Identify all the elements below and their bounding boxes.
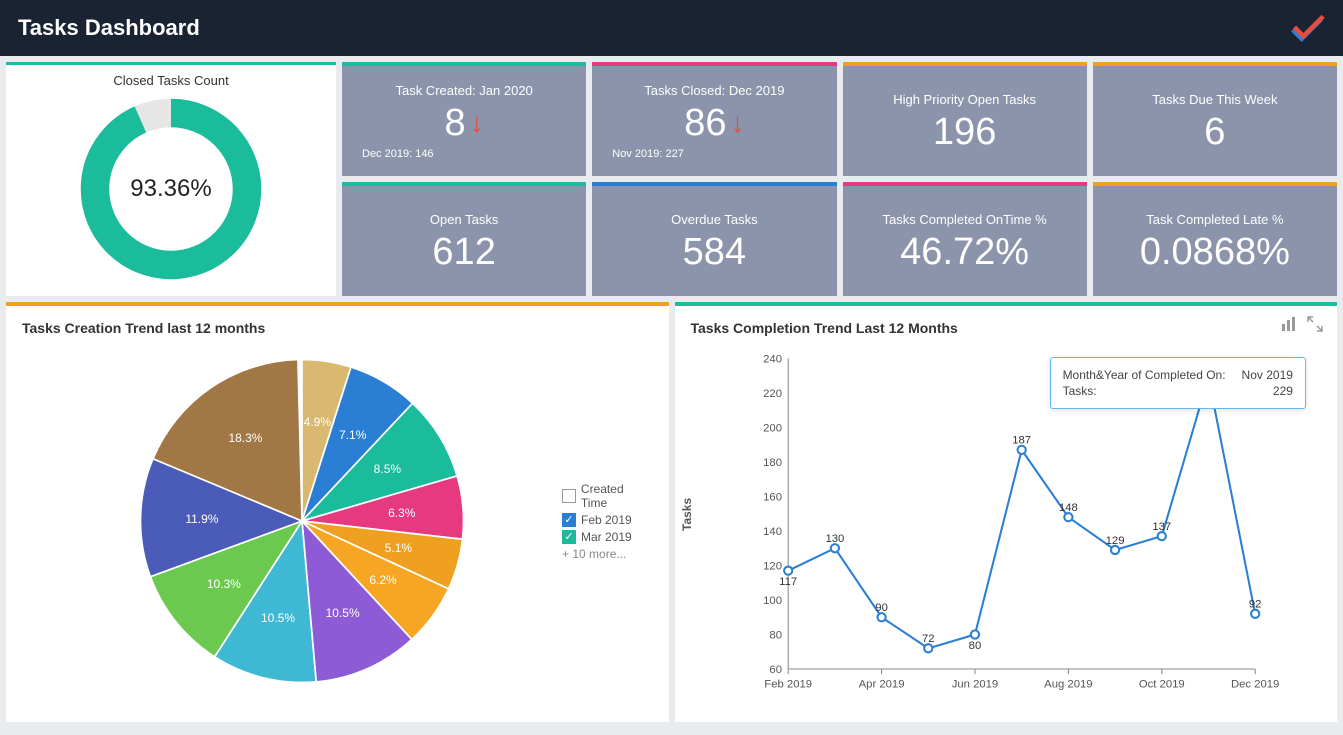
pie-slice-label: 11.9%	[185, 512, 218, 526]
svg-text:80: 80	[769, 630, 782, 642]
kpi-label: Open Tasks	[430, 212, 498, 227]
svg-text:117: 117	[779, 576, 797, 588]
kpi-value: 584	[683, 233, 746, 271]
svg-text:137: 137	[1152, 521, 1171, 533]
kpi-label: Tasks Due This Week	[1152, 92, 1277, 107]
kpi-card-1[interactable]: Tasks Closed: Dec 2019 86↓Nov 2019: 227	[592, 62, 836, 176]
svg-text:200: 200	[763, 423, 782, 435]
legend-label: Feb 2019	[581, 513, 632, 527]
line-title: Tasks Completion Trend Last 12 Months	[691, 320, 1322, 336]
line-card: Tasks Completion Trend Last 12 Months Ta…	[675, 302, 1338, 722]
kpi-label: Overdue Tasks	[671, 212, 757, 227]
kpi-value: 8↓	[445, 104, 484, 142]
legend-header: Created Time	[581, 482, 653, 510]
header: Tasks Dashboard	[0, 0, 1343, 56]
svg-text:130: 130	[825, 533, 844, 545]
donut-value: 93.36%	[76, 94, 266, 284]
legend-more[interactable]: + 10 more...	[562, 547, 653, 561]
pie-slice-label: 6.3%	[388, 506, 415, 520]
svg-text:92: 92	[1248, 599, 1261, 611]
svg-text:120: 120	[763, 561, 782, 573]
svg-text:Jun 2019: Jun 2019	[951, 679, 997, 691]
svg-text:129: 129	[1105, 535, 1124, 547]
kpi-value: 6	[1204, 113, 1225, 151]
y-axis-label: Tasks	[680, 498, 694, 531]
svg-text:100: 100	[763, 595, 782, 607]
kpi-label: Tasks Completed OnTime %	[883, 212, 1047, 227]
kpi-card-2[interactable]: High Priority Open Tasks 196	[843, 62, 1087, 176]
svg-text:Apr 2019: Apr 2019	[858, 679, 904, 691]
svg-text:60: 60	[769, 664, 782, 676]
kpi-card-0[interactable]: Task Created: Jan 2020 8↓ Dec 2019: 146	[342, 62, 586, 176]
svg-text:187: 187	[1012, 435, 1031, 447]
kpi-label: Task Completed Late %	[1146, 212, 1283, 227]
svg-text:Aug 2019: Aug 2019	[1044, 679, 1092, 691]
svg-text:72: 72	[921, 633, 934, 645]
page-title: Tasks Dashboard	[18, 15, 200, 41]
donut-title: Closed Tasks Count	[113, 73, 228, 88]
pie-slice-label: 6.2%	[369, 573, 396, 587]
svg-text:Feb 2019: Feb 2019	[764, 679, 812, 691]
pie-slice-label: 8.5%	[374, 462, 401, 476]
pie-slice-label: 10.5%	[261, 611, 295, 625]
svg-text:90: 90	[875, 602, 888, 614]
kpi-value: 196	[933, 113, 996, 151]
logo-icon	[1289, 10, 1325, 46]
kpi-value: 86↓	[684, 104, 744, 142]
kpi-sub: Dec 2019: 146	[350, 148, 434, 160]
kpi-card-7[interactable]: Task Completed Late % 0.0868%	[1093, 182, 1337, 296]
svg-text:140: 140	[763, 526, 782, 538]
legend-checkbox[interactable]: ✓	[562, 513, 576, 527]
pie-slice-label: 7.1%	[339, 428, 366, 442]
legend-label: Mar 2019	[581, 530, 632, 544]
kpi-value: 612	[432, 233, 495, 271]
pie-slice-label: 5.1%	[385, 541, 412, 555]
pie-card: Tasks Creation Trend last 12 months 4.9%…	[6, 302, 669, 722]
svg-text:220: 220	[763, 388, 782, 400]
svg-text:Oct 2019: Oct 2019	[1138, 679, 1184, 691]
pie-title: Tasks Creation Trend last 12 months	[22, 320, 653, 336]
pie-chart	[132, 351, 472, 691]
pie-slice-label: 18.3%	[228, 431, 262, 445]
expand-icon[interactable]	[1307, 316, 1323, 332]
kpi-card-3[interactable]: Tasks Due This Week 6	[1093, 62, 1337, 176]
svg-text:180: 180	[763, 457, 782, 469]
kpi-card-5[interactable]: Overdue Tasks 584	[592, 182, 836, 296]
svg-text:80: 80	[968, 640, 981, 652]
kpi-sub: Nov 2019: 227	[600, 148, 684, 160]
svg-text:148: 148	[1058, 502, 1077, 514]
kpi-card-4[interactable]: Open Tasks 612	[342, 182, 586, 296]
legend-checkbox[interactable]: ✓	[562, 530, 576, 544]
trend-arrow-icon: ↓	[470, 109, 484, 137]
pie-slice-label: 10.3%	[207, 577, 241, 591]
trend-arrow-icon: ↓	[731, 109, 745, 137]
line-tooltip: Month&Year of Completed On:Nov 2019 Task…	[1050, 357, 1306, 409]
chart-type-icon[interactable]	[1281, 316, 1297, 332]
kpi-label: Task Created: Jan 2020	[395, 83, 532, 98]
donut-card: Closed Tasks Count 93.36%	[6, 62, 336, 296]
svg-text:Dec 2019: Dec 2019	[1230, 679, 1278, 691]
legend-checkbox-all[interactable]: ✓	[562, 489, 576, 503]
pie-legend: ✓ Created Time ✓ Feb 2019 ✓ Mar 2019 + 10 m…	[562, 479, 653, 564]
svg-text:160: 160	[763, 492, 782, 504]
kpi-label: High Priority Open Tasks	[893, 92, 1036, 107]
kpi-label: Tasks Closed: Dec 2019	[644, 83, 784, 98]
pie-slice-label: 10.5%	[326, 606, 360, 620]
pie-slice-label: 4.9%	[304, 415, 331, 429]
kpi-card-6[interactable]: Tasks Completed OnTime % 46.72%	[843, 182, 1087, 296]
kpi-value: 0.0868%	[1140, 233, 1290, 271]
svg-text:240: 240	[763, 354, 782, 366]
kpi-value: 46.72%	[900, 233, 1029, 271]
